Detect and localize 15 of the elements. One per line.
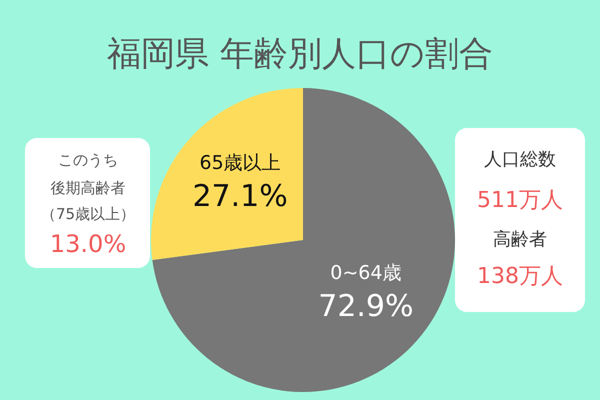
- chart-title: 福岡県 年齢別人口の割合: [107, 34, 493, 74]
- slice-label: 0~64歳: [330, 262, 402, 284]
- slice-label: 65歳以上: [200, 152, 281, 174]
- pie-slice: [151, 88, 303, 260]
- text: 後期高齢者: [50, 179, 126, 197]
- pie-slice: [152, 88, 455, 392]
- text: 高齢者: [493, 229, 547, 250]
- text: 511万人: [477, 188, 563, 213]
- text: 13.0%: [50, 230, 126, 258]
- text: （75歳以上）: [40, 205, 136, 223]
- data-label: 27.1%: [192, 178, 288, 214]
- text: 138万人: [477, 264, 563, 289]
- data-label: 72.9%: [318, 289, 414, 324]
- text: 人口総数: [484, 149, 556, 170]
- text: このうち: [58, 151, 118, 169]
